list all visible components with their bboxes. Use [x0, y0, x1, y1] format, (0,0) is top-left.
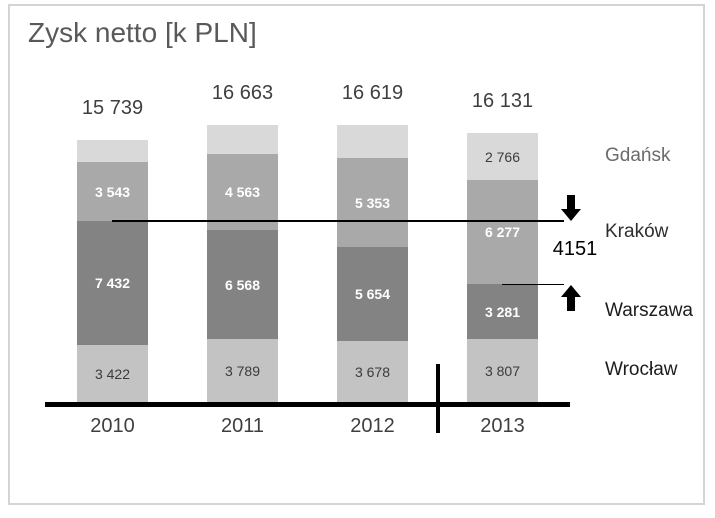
segment-label: 3 281	[484, 303, 521, 320]
bar-segment-gdańsk-2011	[207, 125, 278, 154]
legend-label-warszawa: Warszawa	[605, 300, 693, 321]
total-label: 16 619	[341, 82, 404, 104]
legend-label-gdańsk: Gdańsk	[605, 145, 671, 166]
bar-segment-gdańsk-2010	[77, 140, 148, 162]
annotation-value-label: 4151	[552, 238, 598, 260]
bar-segment-gdańsk-2013	[467, 133, 538, 180]
legend-label-wrocław: Wrocław	[605, 359, 678, 380]
annotation-line-2013-warszawa-top	[502, 283, 564, 285]
bar-segment-warszawa-2012	[337, 247, 408, 341]
segment-label: 3 543	[94, 183, 131, 200]
bar-segment-wrocław-2013	[467, 339, 538, 402]
bar-segment-wrocław-2012	[337, 341, 408, 402]
legend-label-kraków: Kraków	[605, 221, 669, 242]
arrow-down-head	[561, 209, 581, 221]
bar-segment-kraków-2012	[337, 158, 408, 247]
arrow-up-stem	[567, 297, 575, 311]
year-label: 2013	[480, 415, 525, 437]
segment-label: 3 678	[354, 363, 391, 380]
bar-segment-warszawa-2011	[207, 230, 278, 339]
chart-title: Zysk netto [k PLN]	[28, 17, 257, 48]
bar-segment-kraków-2013	[467, 180, 538, 284]
arrow-up-head	[561, 285, 581, 297]
total-label: 16 131	[471, 90, 534, 112]
segment-label: 6 277	[484, 224, 521, 240]
segment-label: 3 807	[484, 362, 521, 379]
bar-segment-gdańsk-2012	[337, 125, 408, 158]
arrow-up-icon	[561, 285, 581, 311]
segment-label: 7 432	[94, 275, 131, 291]
annotation-line-2010-warszawa-top	[112, 220, 564, 222]
year-separator-line	[436, 364, 440, 433]
bar-segment-warszawa-2010	[77, 221, 148, 345]
segment-label: 6 568	[224, 276, 261, 293]
bar-segment-kraków-2010	[77, 162, 148, 221]
year-label: 2010	[90, 415, 135, 437]
segment-label: 3 422	[94, 365, 131, 382]
segment-label: 4 563	[224, 184, 261, 200]
segment-label: 5 353	[354, 194, 391, 211]
segment-label: 2 766	[484, 148, 521, 165]
total-label: 15 739	[81, 97, 144, 119]
segment-label: 5 654	[354, 286, 391, 302]
total-label: 16 663	[211, 82, 274, 104]
bar-segment-kraków-2011	[207, 154, 278, 230]
bar-segment-wrocław-2011	[207, 339, 278, 402]
arrow-down-icon	[561, 195, 581, 221]
bar-segment-warszawa-2013	[467, 284, 538, 339]
bar-segment-wrocław-2010	[77, 345, 148, 402]
x-axis-line	[45, 402, 570, 407]
year-label: 2012	[350, 415, 395, 437]
segment-label: 3 789	[224, 362, 261, 379]
year-label: 2011	[220, 415, 264, 437]
arrow-down-stem	[567, 195, 575, 209]
